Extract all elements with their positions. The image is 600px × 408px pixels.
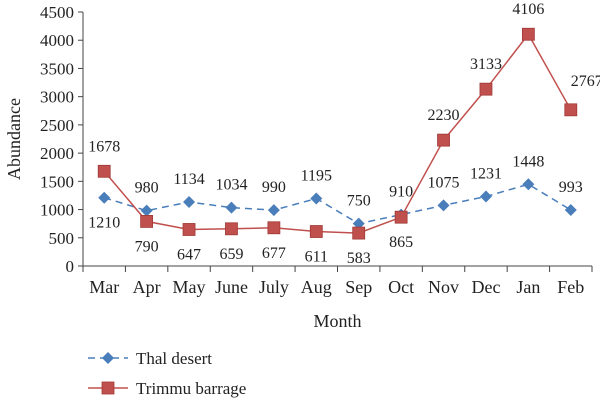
data-label: 1195 — [301, 168, 332, 185]
data-label: 993 — [559, 179, 583, 196]
data-point — [352, 217, 365, 230]
x-tick-label: June — [215, 277, 248, 297]
x-tick-label: Aug — [301, 277, 332, 297]
data-point — [225, 201, 238, 214]
legend-marker — [102, 352, 114, 364]
data-point — [479, 82, 493, 96]
data-point — [267, 204, 280, 217]
legend-marker — [101, 381, 115, 395]
data-point — [183, 195, 196, 208]
data-label: 659 — [219, 246, 243, 263]
data-point — [564, 203, 577, 216]
data-point — [394, 210, 408, 224]
y-tick-label: 1000 — [40, 201, 74, 220]
x-tick-label: May — [173, 277, 206, 297]
x-tick-label: Feb — [557, 277, 584, 297]
x-tick-label: July — [259, 277, 289, 297]
x-tick-label: Nov — [428, 277, 459, 297]
legend-label: Thal desert — [136, 349, 212, 368]
y-tick-label: 2000 — [40, 144, 74, 163]
data-point — [140, 204, 153, 217]
data-point — [309, 225, 323, 238]
data-point — [522, 178, 535, 191]
data-label: 865 — [389, 234, 413, 251]
x-tick-label: Dec — [471, 277, 500, 297]
data-label: 3133 — [470, 56, 502, 73]
data-label: 647 — [177, 246, 201, 263]
data-point — [437, 199, 450, 212]
data-label: 4106 — [512, 1, 544, 18]
y-axis-label: Abundance — [4, 98, 24, 180]
y-tick-label: 4500 — [40, 3, 74, 22]
data-point — [140, 215, 154, 228]
y-tick-label: 0 — [66, 257, 75, 276]
x-tick-label: Oct — [388, 277, 414, 297]
data-point — [310, 192, 323, 205]
data-label: 990 — [262, 179, 286, 196]
data-label: 583 — [347, 250, 371, 267]
series-line-thal — [103, 183, 572, 225]
data-point — [564, 103, 578, 117]
data-point — [225, 222, 238, 236]
data-label: 1075 — [428, 174, 460, 191]
x-tick-label: Sep — [345, 277, 372, 297]
data-label: 2230 — [428, 107, 460, 124]
data-point — [521, 27, 535, 41]
data-point — [352, 226, 366, 240]
y-tick-label: 1500 — [40, 172, 74, 191]
legend-label: Trimmu barrage — [136, 379, 246, 398]
x-tick-label: Apr — [133, 277, 161, 297]
data-point — [437, 133, 450, 147]
data-label: 1134 — [173, 171, 204, 188]
y-tick-label: 3500 — [40, 59, 74, 78]
data-label: 910 — [389, 184, 413, 201]
x-tick-label: Mar — [89, 277, 119, 297]
data-label: 1448 — [512, 153, 544, 170]
data-label: 1034 — [215, 177, 247, 194]
series-line-trimmu — [103, 32, 572, 234]
data-label: 2767 — [571, 73, 600, 90]
data-label: 1231 — [470, 166, 502, 183]
data-label: 611 — [305, 249, 328, 266]
y-tick-label: 2500 — [40, 116, 74, 135]
data-label: 980 — [135, 180, 159, 197]
y-tick-label: 3000 — [40, 88, 74, 107]
data-point — [479, 190, 492, 203]
data-point — [98, 191, 111, 204]
data-point — [182, 223, 196, 236]
x-axis-label: Month — [313, 311, 361, 331]
y-tick-label: 500 — [49, 229, 75, 248]
y-tick-label: 4000 — [40, 31, 74, 50]
data-label: 1678 — [88, 138, 120, 155]
data-label: 677 — [262, 245, 286, 262]
x-tick-label: Jan — [516, 277, 540, 297]
data-point — [267, 221, 281, 235]
data-label: 790 — [135, 238, 159, 255]
data-label: 750 — [347, 193, 371, 210]
data-label: 1210 — [88, 215, 120, 232]
data-point — [97, 164, 111, 178]
